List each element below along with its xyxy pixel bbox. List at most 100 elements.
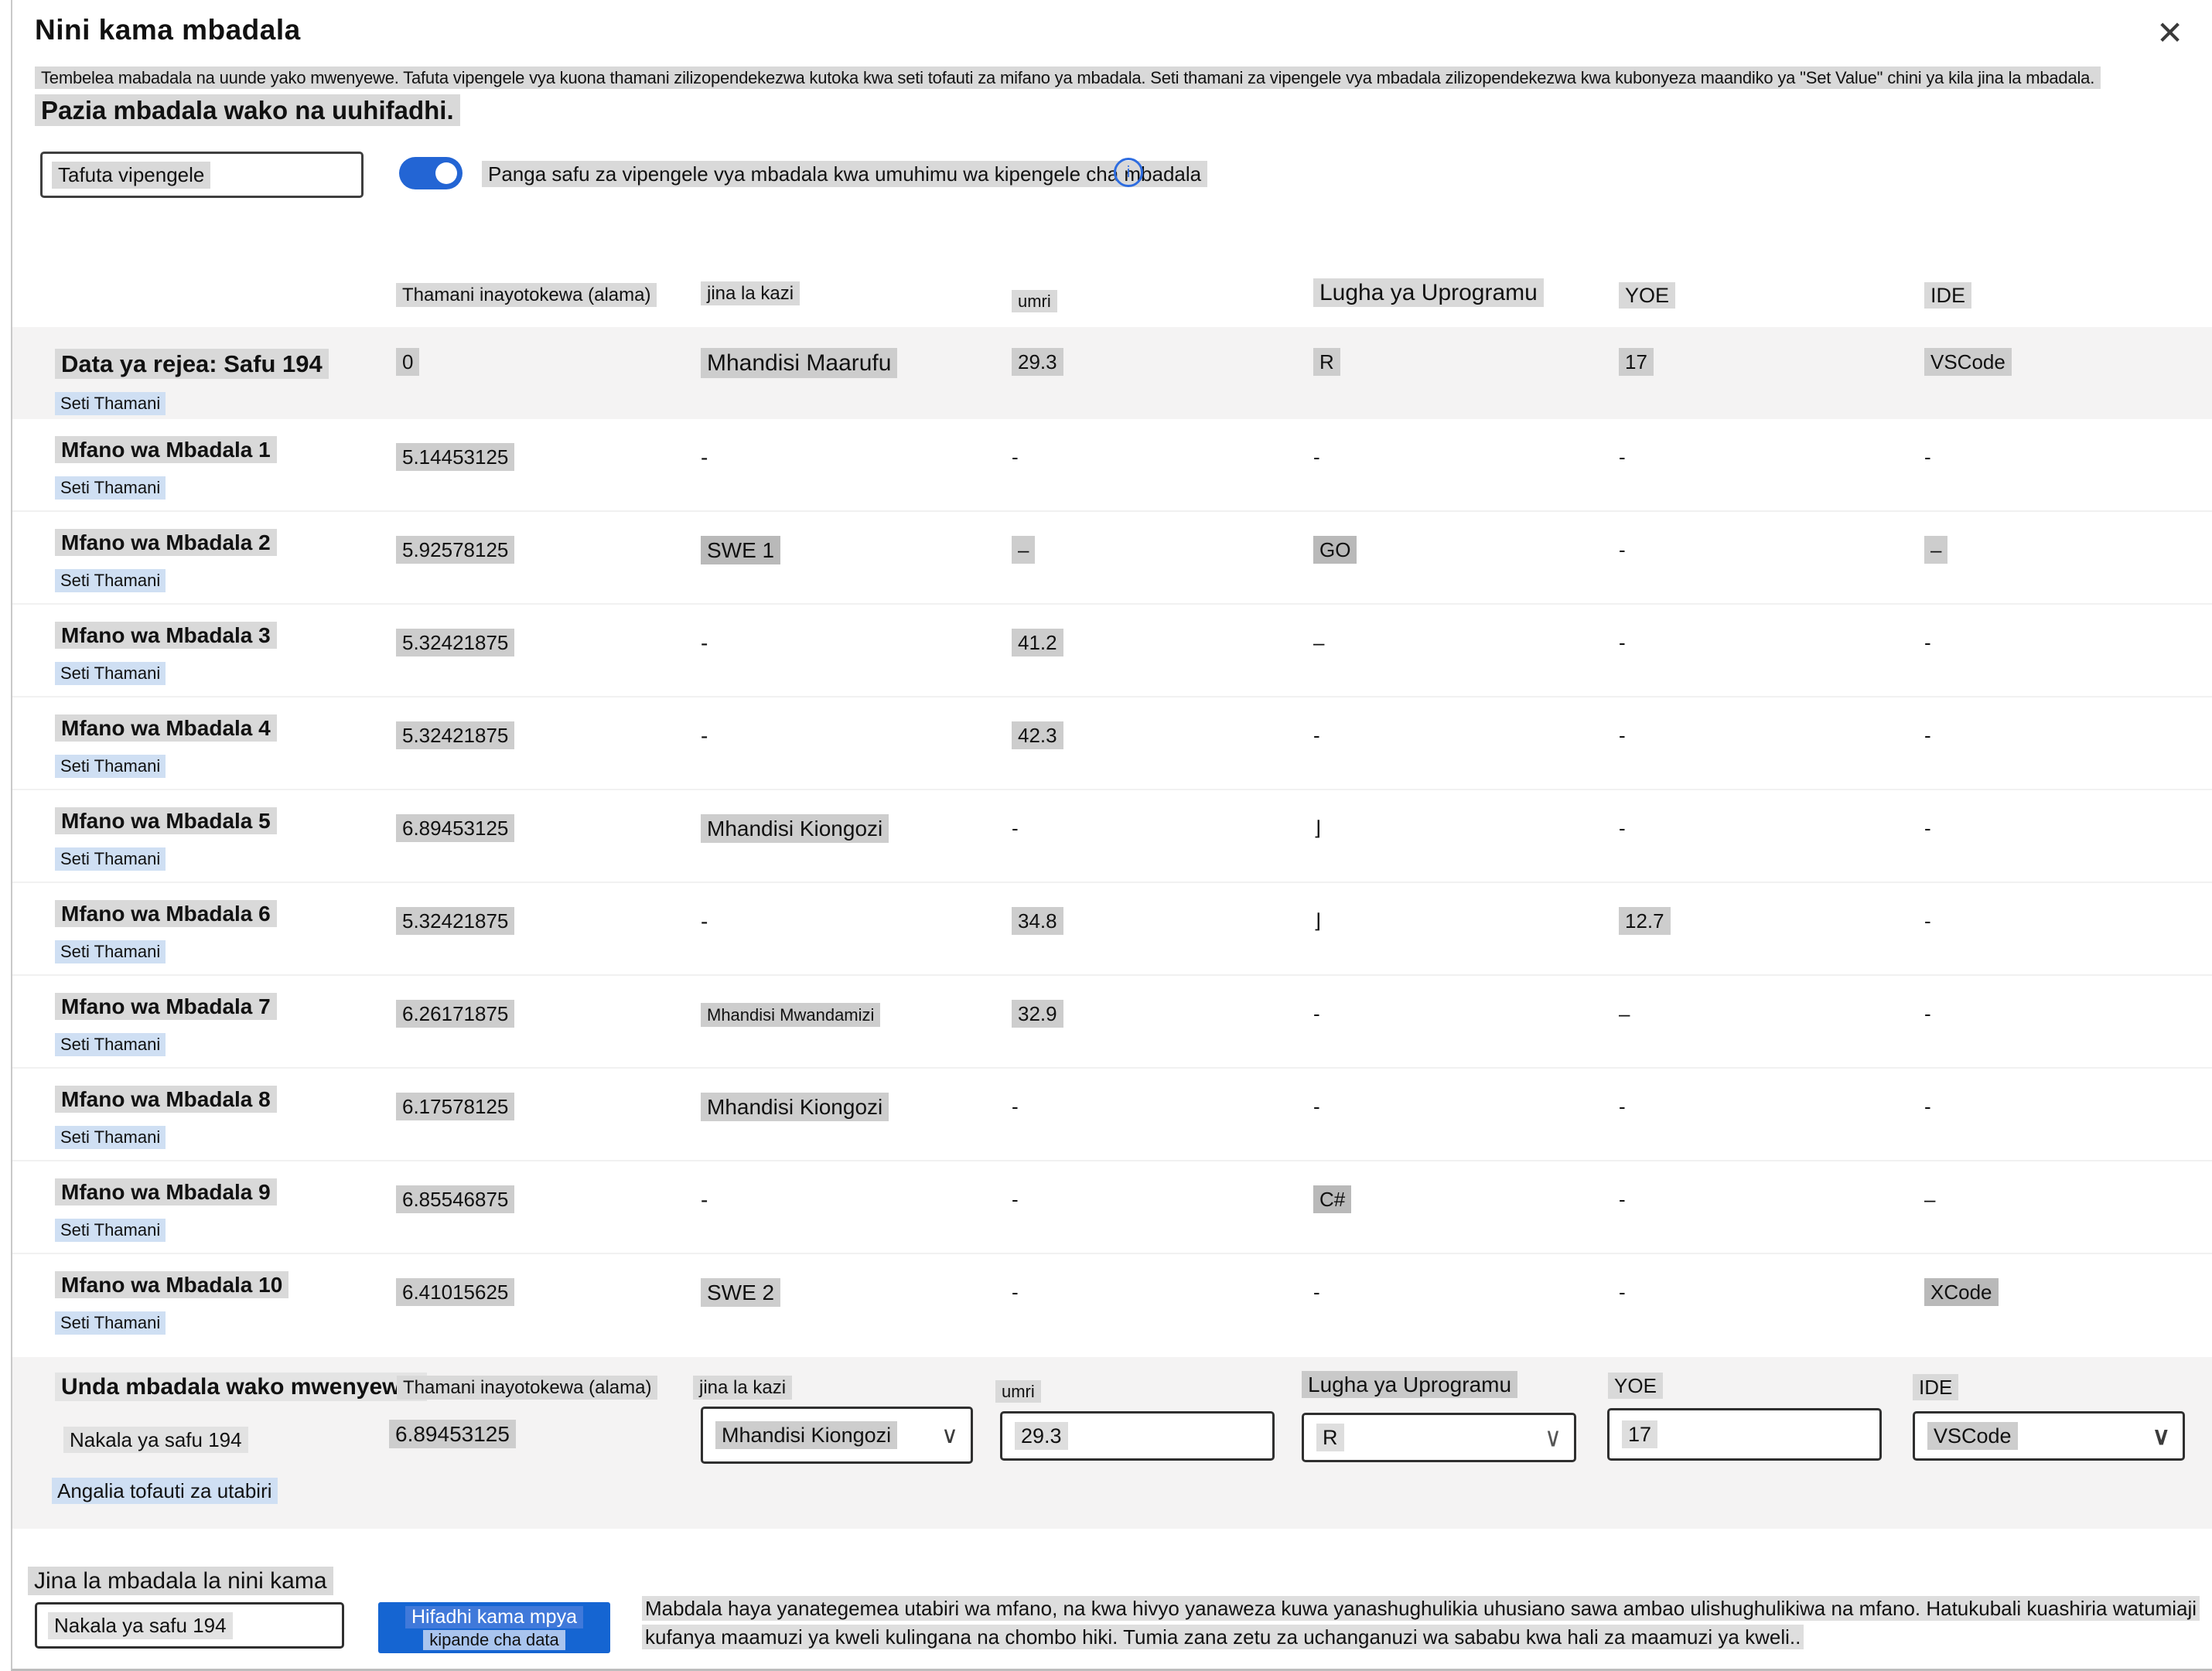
- row-name: Mfano wa Mbadala 9: [55, 1178, 277, 1206]
- header-job: jina la kazi: [701, 281, 1012, 326]
- create-score-value: 6.89453125: [389, 1420, 516, 1448]
- cell-yoe: -: [1619, 1188, 1626, 1211]
- info-icon[interactable]: i: [1114, 158, 1143, 187]
- cell-score: 6.26171875: [396, 1000, 515, 1028]
- reference-language: R: [1313, 348, 1340, 376]
- cell-ide: -: [1924, 724, 1931, 747]
- age-input[interactable]: 29.3: [1000, 1411, 1275, 1461]
- cell-ide: –: [1924, 1188, 1936, 1211]
- cell-age: 32.9: [1012, 1000, 1063, 1028]
- job-dropdown-value: Mhandisi Kiongozi: [715, 1420, 898, 1449]
- cell-job: -: [701, 1188, 708, 1212]
- cell-yoe: -: [1619, 538, 1626, 561]
- row-name: Mfano wa Mbadala 2: [55, 529, 277, 556]
- panel-description: Tembelea mabadala na uunde yako mwenyewe…: [35, 66, 2101, 89]
- cell-job: Mhandisi Mwandamizi: [701, 1003, 881, 1027]
- what-if-name-value: Nakala ya safu 194: [48, 1611, 233, 1639]
- row-name: Mfano wa Mbadala 8: [55, 1086, 277, 1113]
- row-name: Mfano wa Mbadala 6: [55, 900, 277, 927]
- table-row: Mfano wa Mbadala 9 Seti Thamani 6.8554687…: [12, 1161, 2212, 1254]
- cell-ide: -: [1924, 445, 1931, 469]
- search-input[interactable]: Tafuta vipengele: [40, 152, 364, 198]
- cell-age: -: [1012, 445, 1019, 469]
- toggle-label: Panga safu za vipengele vya mbadala kwa …: [482, 161, 1208, 187]
- cell-language: C#: [1313, 1185, 1352, 1213]
- cell-age: -: [1012, 817, 1019, 840]
- cell-age: 41.2: [1012, 629, 1063, 656]
- job-dropdown[interactable]: Mhandisi Kiongozi ∨: [701, 1407, 973, 1464]
- search-input-value: Tafuta vipengele: [52, 161, 211, 189]
- disclaimer-text: Mabdala haya yanategemea utabiri wa mfan…: [642, 1594, 2200, 1652]
- cell-age: -: [1012, 1188, 1019, 1211]
- set-value-link[interactable]: Seti Thamani: [55, 662, 166, 685]
- row-name: Mfano wa Mbadala 10: [55, 1271, 289, 1298]
- chevron-down-icon: ∨: [2152, 1422, 2170, 1450]
- cell-score: 5.92578125: [396, 536, 515, 564]
- create-header-language: Lugha ya Uprogramu: [1302, 1371, 1518, 1398]
- save-button-line2: kipande cha data: [423, 1629, 565, 1650]
- cell-ide: -: [1924, 817, 1931, 840]
- cell-age: -: [1012, 1095, 1019, 1118]
- yoe-input[interactable]: 17: [1607, 1408, 1882, 1461]
- set-value-link[interactable]: Seti Thamani: [55, 1033, 166, 1056]
- create-header-age: umri: [995, 1380, 1041, 1403]
- row-name: Mfano wa Mbadala 4: [55, 714, 277, 742]
- set-value-link[interactable]: Seti Thamani: [55, 1126, 166, 1149]
- create-header-job: jina la kazi: [693, 1376, 793, 1400]
- prediction-diff-link[interactable]: Angalia tofauti za utabiri: [52, 1478, 278, 1504]
- reference-ide: VSCode: [1924, 348, 2012, 376]
- set-value-link[interactable]: Seti Thamani: [55, 940, 166, 963]
- cell-yoe: 12.7: [1619, 907, 1671, 935]
- cell-language: -: [1313, 1281, 1320, 1304]
- cell-score: 5.32421875: [396, 907, 515, 935]
- ide-dropdown[interactable]: VSCode ∨: [1913, 1411, 2185, 1461]
- cell-age: –: [1012, 536, 1036, 564]
- language-combobox[interactable]: R ∨: [1302, 1413, 1576, 1462]
- what-if-name-input[interactable]: Nakala ya safu 194: [35, 1602, 344, 1649]
- cell-score: 6.89453125: [396, 814, 515, 842]
- row-name: Mfano wa Mbadala 3: [55, 622, 277, 649]
- header-ide: IDE: [1924, 282, 2212, 326]
- set-value-link[interactable]: Seti Thamani: [55, 755, 166, 778]
- table-row: Mfano wa Mbadala 1 Seti Thamani 5.1445312…: [12, 419, 2212, 512]
- table-row: Mfano wa Mbadala 8 Seti Thamani 6.1757812…: [12, 1069, 2212, 1161]
- chevron-down-icon: ∨: [941, 1422, 958, 1448]
- cell-yoe: -: [1619, 631, 1626, 654]
- close-icon[interactable]: ✕: [2156, 15, 2184, 51]
- table-row: Mfano wa Mbadala 4 Seti Thamani 5.3242187…: [12, 697, 2212, 790]
- cell-age: -: [1012, 1281, 1019, 1304]
- cell-language: -: [1313, 1095, 1320, 1118]
- reference-row: Data ya rejea: Safu 194 Seti Thamani 0 M…: [12, 327, 2212, 419]
- chevron-down-icon: ∨: [1545, 1423, 1562, 1452]
- header-age: umri: [1012, 290, 1313, 326]
- set-value-link[interactable]: Seti Thamani: [55, 392, 166, 415]
- cell-job: -: [701, 909, 708, 933]
- cell-language: ⌋: [1313, 817, 1322, 840]
- cell-ide: –: [1924, 536, 1948, 564]
- set-value-link[interactable]: Seti Thamani: [55, 1311, 166, 1335]
- cell-ide: -: [1924, 1095, 1931, 1118]
- set-value-link[interactable]: Seti Thamani: [55, 1219, 166, 1242]
- table-row: Mfano wa Mbadala 3 Seti Thamani 5.3242187…: [12, 605, 2212, 697]
- create-header-yoe: YOE: [1608, 1373, 1663, 1399]
- set-value-link[interactable]: Seti Thamani: [55, 569, 166, 592]
- create-header-ide: IDE: [1913, 1374, 1959, 1400]
- table-header: Thamani inayotokewa (alama) jina la kazi…: [12, 278, 2212, 326]
- cell-language: GO: [1313, 536, 1357, 564]
- cell-score: 6.17578125: [396, 1093, 515, 1120]
- set-value-link[interactable]: Seti Thamani: [55, 847, 166, 871]
- reference-score: 0: [396, 348, 420, 376]
- table-row: Mfano wa Mbadala 10 Seti Thamani 6.410156…: [12, 1254, 2212, 1347]
- age-input-value: 29.3: [1015, 1421, 1068, 1450]
- cell-yoe: -: [1619, 445, 1626, 469]
- cell-ide: XCode: [1924, 1278, 1999, 1306]
- table-row: Mfano wa Mbadala 2 Seti Thamani 5.9257812…: [12, 512, 2212, 605]
- cell-ide: -: [1924, 1002, 1931, 1025]
- sort-importance-toggle[interactable]: [399, 157, 463, 189]
- set-value-link[interactable]: Seti Thamani: [55, 476, 166, 500]
- table-row: Mfano wa Mbadala 5 Seti Thamani 6.8945312…: [12, 790, 2212, 883]
- reference-row-name: Data ya rejea: Safu 194: [55, 349, 329, 379]
- cell-job: Mhandisi Kiongozi: [701, 814, 889, 843]
- save-button[interactable]: Hifadhi kama mpya kipande cha data: [378, 1602, 610, 1653]
- cell-ide: -: [1924, 909, 1931, 933]
